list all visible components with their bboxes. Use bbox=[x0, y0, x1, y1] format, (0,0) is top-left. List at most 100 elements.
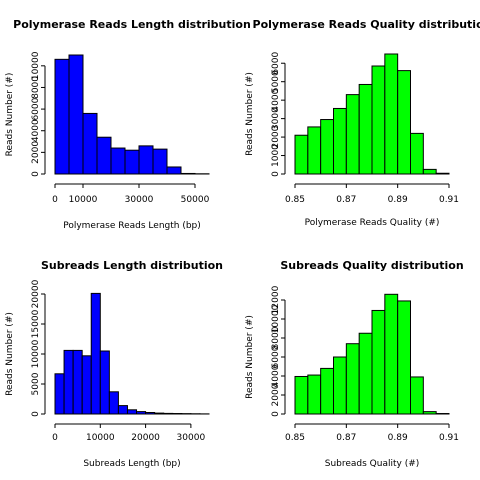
histogram-bar bbox=[371, 309, 386, 415]
y-tick-label: 2000 bbox=[31, 141, 41, 164]
histogram-bar bbox=[152, 148, 168, 175]
x-tick-label: 0.91 bbox=[439, 195, 459, 205]
y-axis-label: Reads Number (#) bbox=[5, 312, 15, 396]
y-axis-label: Reads Number (#) bbox=[245, 72, 255, 156]
histogram-bar bbox=[138, 145, 154, 175]
y-tick-label: 10000 bbox=[271, 304, 281, 333]
y-tick-label: 20000 bbox=[31, 279, 41, 308]
x-tick-label: 30000 bbox=[125, 195, 154, 205]
histogram-bar bbox=[81, 355, 92, 415]
y-tick-label: 0 bbox=[31, 171, 41, 177]
y-axis-label: Reads Number (#) bbox=[5, 73, 15, 157]
x-tick-label: 0.85 bbox=[285, 433, 305, 443]
y-tick-label: 0 bbox=[271, 171, 281, 177]
histogram-panel: 0 10000 20000 3000005000100001500020000Subr… bbox=[5, 259, 223, 469]
x-tick-label: 0.89 bbox=[388, 195, 408, 205]
x-tick-label: 0.91 bbox=[439, 433, 459, 443]
chart-title: Subreads Length distribution bbox=[41, 259, 223, 272]
histogram-bar bbox=[136, 411, 147, 415]
histogram-bar bbox=[96, 136, 112, 175]
histogram-bar bbox=[410, 132, 424, 175]
y-tick-label: 4000 bbox=[271, 364, 281, 387]
histogram-bar bbox=[294, 134, 309, 175]
histogram-bar bbox=[307, 374, 322, 415]
x-axis-label: Subreads Length (bp) bbox=[83, 459, 180, 469]
histogram-bar bbox=[397, 300, 411, 415]
histogram-bar bbox=[124, 149, 140, 175]
histogram-bar bbox=[345, 343, 360, 415]
histogram-bar bbox=[358, 332, 373, 415]
histogram-bar bbox=[108, 391, 119, 415]
histogram-bar bbox=[163, 412, 174, 415]
y-tick-label: 10000 bbox=[31, 51, 41, 80]
y-tick-label: 10000 bbox=[31, 339, 41, 368]
histogram-bar bbox=[294, 375, 309, 415]
histogram-bar bbox=[126, 409, 138, 415]
histogram-bar bbox=[435, 172, 450, 175]
histogram-bar bbox=[90, 292, 101, 415]
y-tick-label: 6000 bbox=[271, 345, 281, 368]
histogram-bar bbox=[54, 58, 70, 175]
x-axis-label: Polymerase Reads Length (bp) bbox=[63, 221, 201, 231]
x-tick-label: 0 bbox=[52, 433, 58, 443]
histogram-bar bbox=[68, 54, 84, 175]
x-tick-label: 10000 bbox=[86, 433, 115, 443]
x-tick-label: 50000 bbox=[181, 195, 210, 205]
histogram-bar bbox=[384, 293, 399, 415]
x-tick-label: 20000 bbox=[131, 433, 160, 443]
x-axis-label: Polymerase Reads Quality (#) bbox=[305, 218, 440, 228]
y-tick-label: 4000 bbox=[271, 88, 281, 111]
histogram-bar bbox=[99, 350, 110, 415]
y-tick-label: 12000 bbox=[271, 285, 281, 314]
y-tick-label: 3000 bbox=[271, 107, 281, 130]
y-axis-label: Reads Number (#) bbox=[245, 315, 255, 399]
histogram-bar bbox=[117, 405, 128, 415]
histogram-bar bbox=[180, 172, 196, 175]
histogram-bar bbox=[154, 412, 165, 415]
y-tick-label: 6000 bbox=[31, 97, 41, 120]
y-tick-label: 15000 bbox=[31, 309, 41, 338]
histogram-bar bbox=[54, 373, 65, 415]
y-tick-label: 8000 bbox=[271, 326, 281, 349]
chart-title: Subreads Quality distribution bbox=[280, 259, 463, 272]
y-tick-label: 1000 bbox=[271, 144, 281, 167]
x-tick-label: 30000 bbox=[177, 433, 206, 443]
y-tick-label: 0 bbox=[31, 411, 41, 417]
histogram-bar bbox=[82, 112, 98, 175]
histogram-bar bbox=[345, 94, 360, 175]
histogram-bar bbox=[422, 411, 437, 415]
histogram-bar bbox=[166, 166, 182, 175]
histogram-bar bbox=[410, 376, 424, 415]
histogram-bar bbox=[145, 412, 156, 415]
histogram-bar bbox=[358, 83, 373, 175]
histogram-bar bbox=[397, 70, 411, 175]
x-tick-label: 0.89 bbox=[388, 433, 408, 443]
chart-title: Polymerase Reads Quality distribution bbox=[253, 18, 480, 31]
histogram-panel: 0.85 0.87 0.89 0.91 0 20004000600080001000012… bbox=[245, 259, 464, 469]
histogram-bar bbox=[371, 65, 386, 175]
y-tick-label: 5000 bbox=[31, 372, 41, 395]
x-tick-label: 0.85 bbox=[285, 195, 305, 205]
y-tick-label: 0 bbox=[271, 411, 281, 417]
histogram-panel: 0 10000 30000 500000200040006000800010000Po… bbox=[5, 18, 251, 231]
x-tick-label: 0 bbox=[52, 195, 58, 205]
histogram-bar bbox=[307, 126, 322, 175]
histogram-bar bbox=[63, 349, 74, 415]
histogram-panel: 0.85 0.87 0.89 0.91 0 10002000300040005000600… bbox=[245, 18, 480, 228]
histogram-bar bbox=[320, 119, 334, 175]
x-tick-label: 0.87 bbox=[336, 433, 356, 443]
x-tick-label: 10000 bbox=[69, 195, 98, 205]
histogram-bar bbox=[72, 349, 83, 415]
histogram-bar bbox=[110, 147, 126, 175]
y-tick-label: 8000 bbox=[31, 76, 41, 99]
histogram-bar bbox=[333, 356, 347, 415]
y-tick-label: 4000 bbox=[31, 119, 41, 142]
y-tick-label: 2000 bbox=[271, 383, 281, 406]
x-axis-label: Subreads Quality (#) bbox=[325, 459, 420, 469]
chart-title: Polymerase Reads Length distribution bbox=[13, 18, 251, 31]
y-tick-label: 2000 bbox=[271, 125, 281, 148]
histogram-bar bbox=[422, 168, 437, 175]
y-tick-label: 5000 bbox=[271, 70, 281, 93]
histogram-bar bbox=[333, 107, 347, 175]
